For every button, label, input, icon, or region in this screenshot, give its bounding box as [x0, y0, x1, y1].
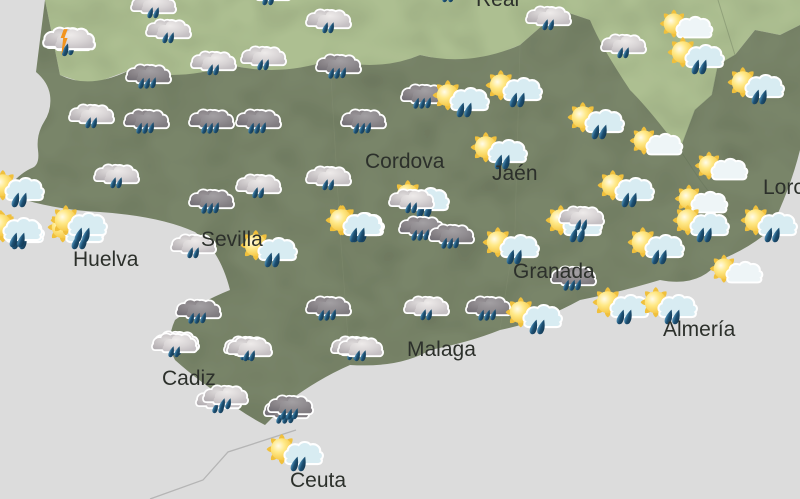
svg-text:Huelva: Huelva: [73, 248, 139, 271]
svg-text:Jaén: Jaén: [492, 162, 538, 185]
svg-text:Cadiz: Cadiz: [162, 367, 216, 390]
svg-text:Malaga: Malaga: [407, 338, 476, 361]
svg-text:Cordova: Cordova: [365, 150, 445, 173]
svg-text:Sevilla: Sevilla: [201, 228, 263, 251]
svg-text:Ceuta: Ceuta: [290, 469, 346, 492]
svg-text:Almería: Almería: [663, 318, 736, 341]
svg-text:Real: Real: [476, 0, 519, 11]
svg-text:Granada: Granada: [513, 260, 595, 283]
svg-text:Lorca: Lorca: [763, 176, 800, 199]
